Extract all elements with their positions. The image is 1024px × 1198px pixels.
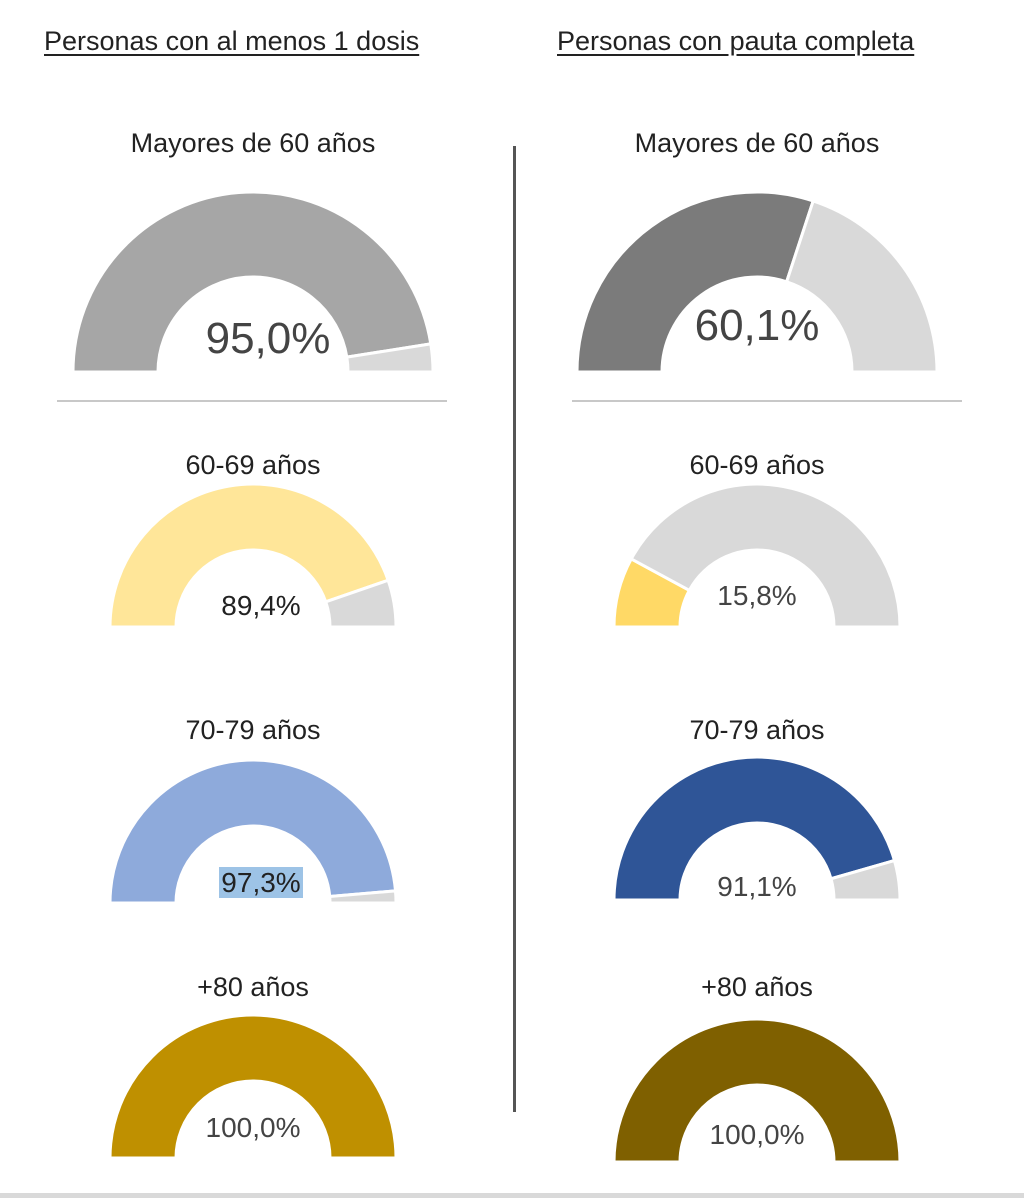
gauge-value-label: 97,3%	[161, 867, 361, 899]
gauge-value-label: 95,0%	[168, 314, 368, 364]
gauge-remaining-segment	[323, 578, 398, 629]
gauge-chart-r2	[612, 755, 902, 902]
gauge-value-label: 91,1%	[657, 871, 857, 903]
gauge-remaining-segment	[629, 482, 902, 629]
gauge-value-text: 60,1%	[694, 301, 820, 350]
gauge-value-text: 15,8%	[717, 580, 797, 611]
gauge-title: 70-79 años	[689, 715, 825, 745]
column-header-first-dose: Personas con al menos 1 dosis	[44, 26, 420, 56]
gauge-value-label: 15,8%	[657, 580, 857, 612]
gauge-value-text: 95,0%	[205, 314, 331, 363]
horizontal-divider-left	[57, 400, 447, 402]
gauge-title: +80 años	[197, 972, 309, 1002]
gauge-title: +80 años	[701, 972, 813, 1002]
gauge-value-segment	[108, 482, 391, 629]
gauge-value-label: 89,4%	[161, 590, 361, 622]
gauge-value-text: 89,4%	[221, 590, 301, 621]
column-header-full-schedule: Personas con pauta completa	[557, 26, 915, 56]
gauge-value-label: 60,1%	[657, 301, 857, 351]
gauge-value-segment	[108, 758, 398, 905]
gauge-value-text: 97,3%	[219, 867, 303, 898]
gauge-value-segment	[71, 190, 433, 374]
gauge-chart-r1	[612, 482, 902, 629]
gauge-chart-r3	[612, 1017, 902, 1164]
gauge-value-text: 91,1%	[717, 871, 797, 902]
gauge-value-text: 100,0%	[205, 1112, 301, 1143]
horizontal-divider-right	[572, 400, 962, 402]
gauge-title: Mayores de 60 años	[634, 128, 880, 158]
gauge-chart-l0	[71, 190, 435, 374]
bottom-border	[0, 1193, 1024, 1198]
gauge-title: 60-69 años	[185, 450, 321, 480]
gauge-chart-l1	[108, 482, 398, 629]
gauge-chart-l3	[108, 1013, 398, 1160]
gauge-value-segment	[575, 190, 816, 374]
gauge-remaining-segment	[345, 342, 435, 374]
gauge-value-segment	[108, 1013, 398, 1160]
gauge-title: 60-69 años	[689, 450, 825, 480]
gauge-title: 70-79 años	[185, 715, 321, 745]
gauge-remaining-segment	[829, 858, 902, 902]
gauge-value-segment	[612, 1017, 902, 1164]
gauge-value-text: 100,0%	[709, 1119, 805, 1150]
gauge-value-label: 100,0%	[657, 1119, 857, 1151]
gauge-remaining-segment	[784, 199, 939, 374]
gauge-chart-l2	[108, 758, 398, 905]
gauge-value-label: 100,0%	[153, 1112, 353, 1144]
gauge-value-segment	[612, 755, 897, 902]
vertical-divider	[513, 146, 516, 1112]
gauge-title: Mayores de 60 años	[130, 128, 376, 158]
gauge-remaining-segment	[328, 889, 398, 905]
gauge-chart-r0	[575, 190, 939, 374]
